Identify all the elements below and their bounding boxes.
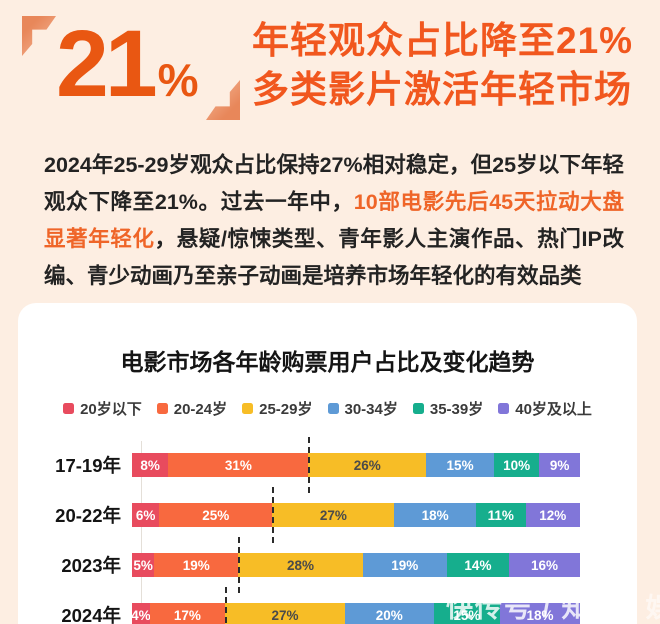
bar-segment: 18% [394,503,476,527]
watermark-text: 快传号 / 知恩 [446,593,620,623]
summary-paragraph: 2024年25-29岁观众占比保持27%相对稳定，但25岁以下年轻观众下降至21… [44,147,624,295]
watermark-partial-text: 娱 [646,593,660,623]
bar-segment: 27% [225,603,345,624]
bar-segment: 15% [426,453,494,477]
threshold-dash-marker [225,587,228,624]
paragraph-text-pre: 2024年25-29岁观众占比保持27%相对稳定，但25岁以下年轻观众下降至21… [44,153,624,214]
legend-item: 25-29岁 [242,398,313,419]
chart-title: 电影市场各年龄购票用户占比及变化趋势 [120,349,535,375]
legend-label: 30-34岁 [344,401,398,418]
chart-row: 17-19年 8% 31% 26% 15% 10% 9% [18,437,637,493]
bar-segment: 26% [308,453,427,477]
legend-item: 35-39岁 [412,398,484,419]
legend-swatch-icon [156,403,168,414]
paragraph-text-post: ，悬疑/惊悚类型、青年影人主演作品、热门IP改编、青少动画乃至亲子动画是培养市场… [44,227,624,288]
bar-segment: 15% [433,603,501,624]
row-label: 2023年 [61,555,121,576]
watermark: 快传号 / 知恩娱 [446,586,660,624]
stat-number: 21 [56,11,158,117]
bar-segment: 12% [525,503,580,527]
bar-segment: 16% [508,553,580,577]
row-label: 2024年 [61,605,121,624]
threshold-dash-marker [308,437,311,493]
legend-item: 20岁以下 [63,398,142,419]
chart-legend: 20岁以下 20-24岁 25-29岁 30-34岁 35-39岁 40岁及以上 [18,398,637,419]
corner-bracket-top-left-icon [22,16,56,56]
bar-segment: 28% [238,553,363,577]
chart-row: 2023年 5% 19% 28% 19% 14% 16% [18,537,637,593]
legend-item: 30-34岁 [327,398,398,419]
row-label: 20-22年 [55,505,121,526]
corner-bracket-bottom-right-icon [206,80,240,120]
paragraph-highlight: 10部电影先后45天拉动大盘显著年轻化 [44,190,624,251]
bar-segment: 18% [500,603,580,624]
legend-item: 20-24岁 [156,398,228,419]
row-label: 17-19年 [55,455,121,476]
bar-segment: 27% [272,503,395,527]
legend-item: 40岁及以上 [498,398,592,419]
legend-label: 35-39岁 [429,401,484,418]
bar-segment: 10% [494,453,540,477]
bar-segment: 17% [149,603,226,624]
chart-row: 20-22年 6% 25% 27% 18% 11% 12% [18,487,637,543]
stacked-bar: 8% 31% 26% 15% 10% 9% [132,437,580,493]
bar-segment: 19% [154,553,239,577]
legend-label: 20-24岁 [173,401,228,418]
legend-swatch-icon [63,403,75,414]
stacked-bar-chart: 17-19年 8% 31% 26% 15% 10% 9% 20-22年 6% 25% 27% 18% 1… [18,437,637,624]
bar-segment: 9% [539,453,580,477]
bar-segment: 20% [344,603,434,624]
headline: 年轻观众占比降至21% 多类影片激活年轻市场 [252,16,633,114]
threshold-dash-marker [272,487,275,543]
stat-text: 21 % [56,10,199,118]
legend-swatch-icon [242,403,254,414]
legend-label: 40岁及以上 [515,401,592,418]
headline-line-2: 多类影片激活年轻市场 [252,69,632,110]
bar-segment: 14% [446,553,509,577]
bar-segment: 19% [362,553,447,577]
stat-percent-sign: % [157,54,199,106]
legend-swatch-icon [327,403,339,414]
stacked-bar: 4% 17% 27% 20% 15% 18% [131,587,580,624]
stacked-bar: 6% 25% 27% 18% 11% 12% [132,487,580,543]
chart-card: 电影市场各年龄购票用户占比及变化趋势 20岁以下 20-24岁 25-29岁 30-3… [18,303,637,624]
bar-segment: 5% [132,553,155,577]
legend-swatch-icon [498,403,510,414]
headline-line-1: 年轻观众占比降至21% [252,20,634,61]
bar-segment: 8% [132,453,169,477]
chart-row: 2024年 4% 17% 27% 20% 15% 18% [18,587,637,624]
threshold-dash-marker [238,537,241,593]
bar-segment: 25% [159,503,273,527]
bar-segment: 11% [475,503,526,527]
legend-swatch-icon [412,403,424,414]
stat-21-percent: 21 % [22,6,240,124]
bar-segment: 4% [131,603,151,624]
bar-segment: 6% [132,503,160,527]
stacked-bar: 5% 19% 28% 19% 14% 16% [132,537,580,593]
bar-segment: 31% [168,453,309,477]
legend-label: 25-29岁 [259,401,313,418]
legend-label: 20岁以下 [80,401,142,418]
